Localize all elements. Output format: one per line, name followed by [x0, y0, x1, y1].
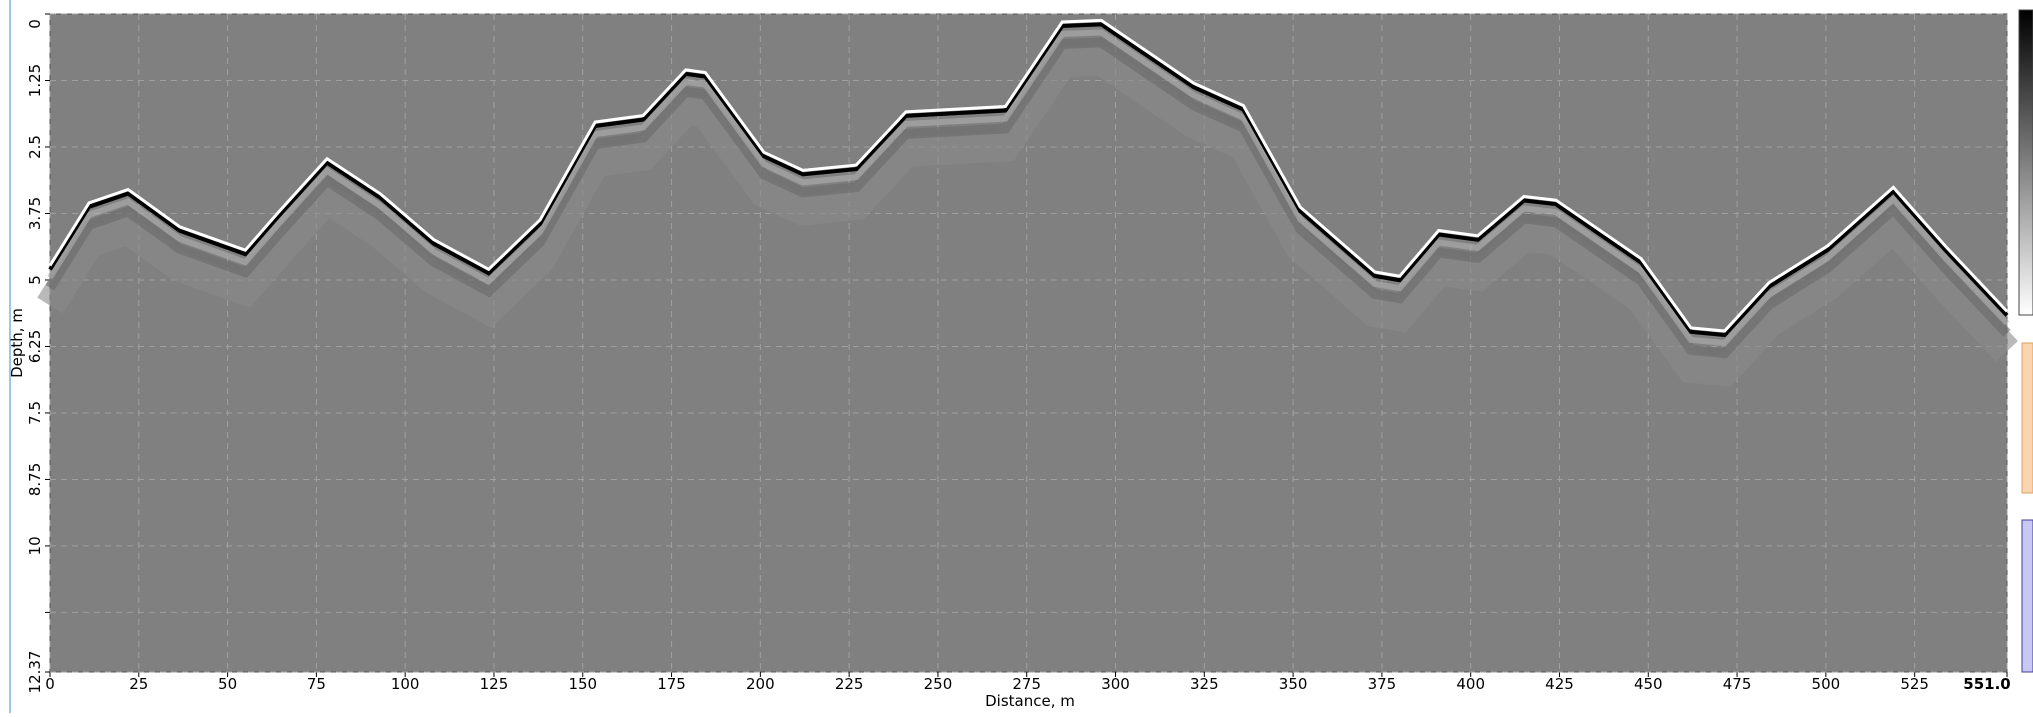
colorbar — [2019, 10, 2033, 315]
x-tick-label: 525 — [1900, 675, 1929, 693]
y-axis-label: Depth, m — [8, 308, 26, 378]
y-tick-label: 12.37 — [26, 651, 44, 694]
x-tick-label: 551.0 — [1963, 675, 2010, 693]
x-tick-label: 100 — [391, 675, 420, 693]
x-tick-label: 425 — [1545, 675, 1574, 693]
y-tick-label: 1.25 — [26, 64, 44, 97]
x-tick-label: 350 — [1279, 675, 1308, 693]
page: {"chart_data": {"type": "radargram", "x_… — [0, 0, 2033, 713]
x-tick-label: 475 — [1723, 675, 1752, 693]
y-tick-label: 2.5 — [26, 135, 44, 159]
x-tick-label: 500 — [1812, 675, 1841, 693]
x-tick-label: 75 — [307, 675, 326, 693]
x-tick-label: 325 — [1190, 675, 1219, 693]
y-tick-label: 6.25 — [26, 330, 44, 363]
y-tick-label: 3.75 — [26, 197, 44, 230]
x-tick-label: 375 — [1368, 675, 1397, 693]
x-tick-label: 200 — [746, 675, 775, 693]
x-tick-label: 275 — [1012, 675, 1041, 693]
x-tick-label: 250 — [924, 675, 953, 693]
x-tick-label: 125 — [480, 675, 509, 693]
side-panel — [2022, 343, 2033, 493]
side-panel — [2022, 520, 2033, 672]
x-tick-label: 25 — [129, 675, 148, 693]
x-tick-label: 300 — [1101, 675, 1130, 693]
x-tick-label: 50 — [218, 675, 237, 693]
x-tick-label: 400 — [1456, 675, 1485, 693]
x-tick-label: 0 — [45, 675, 55, 693]
y-tick-label: 0 — [26, 19, 44, 29]
x-tick-label: 150 — [568, 675, 597, 693]
y-tick-label: 8.75 — [26, 463, 44, 496]
chart: Distance, m Depth, m 0255075100125150175… — [0, 0, 2033, 713]
x-tick-label: 175 — [657, 675, 686, 693]
x-axis-label: Distance, m — [985, 692, 1075, 710]
y-tick-label: 7.5 — [26, 401, 44, 425]
x-tick-label: 450 — [1634, 675, 1663, 693]
y-tick-label: 5 — [26, 275, 44, 285]
x-tick-label: 225 — [835, 675, 864, 693]
y-tick-label: 10 — [26, 536, 44, 555]
